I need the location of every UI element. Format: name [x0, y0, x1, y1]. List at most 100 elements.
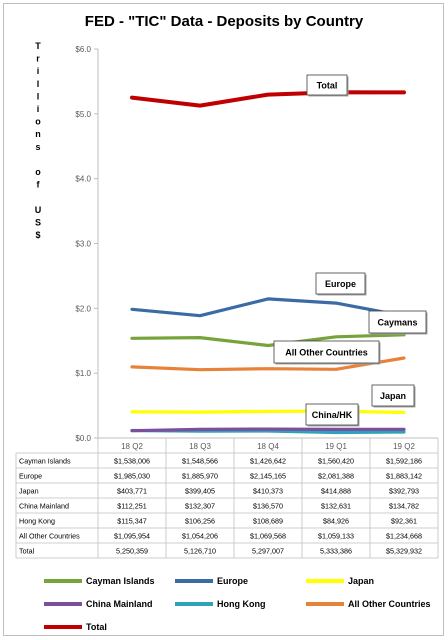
table-row-label: Hong Kong — [19, 517, 55, 526]
table-cell: $1,883,142 — [386, 472, 422, 481]
series-line-cayman-islands — [130, 333, 406, 348]
table-cell: $136,570 — [253, 502, 283, 511]
y-tick-label: $3.0 — [75, 240, 91, 249]
y-tick-label: $6.0 — [75, 45, 91, 54]
y-axis-label-char: $ — [35, 230, 40, 240]
table-cell: $1,095,954 — [114, 532, 150, 541]
table-cell: 5,126,710 — [184, 547, 216, 556]
callout-all-other-countries: All Other Countries — [273, 340, 381, 365]
series-line-japan — [130, 409, 406, 415]
callout-box — [306, 74, 348, 96]
table-cell: $1,985,030 — [114, 472, 150, 481]
table-cell: $1,426,642 — [250, 457, 286, 466]
series-line-europe — [130, 297, 406, 318]
table-cell: $1,069,568 — [250, 532, 286, 541]
callout-label: Caymans — [377, 318, 417, 328]
y-axis-label-char: r — [36, 54, 40, 64]
line-chart: FED - "TIC" Data - Deposits by Country T… — [15, 13, 439, 632]
legend-label: China Mainland — [86, 599, 153, 609]
y-axis-label-char: n — [35, 129, 41, 139]
x-tick-label: 18 Q2 — [121, 442, 143, 451]
table-cell: $5,329,932 — [386, 547, 422, 556]
legend-label: All Other Countries — [348, 599, 431, 609]
x-tick-label: 18 Q4 — [257, 442, 279, 451]
callout-label: Total — [317, 81, 338, 91]
callout-caymans: Caymans — [368, 310, 428, 335]
table-cell: $403,771 — [117, 487, 147, 496]
table-cell: $410,373 — [253, 487, 283, 496]
chart-frame: FED - "TIC" Data - Deposits by Country T… — [3, 3, 444, 636]
y-tick-label: $5.0 — [75, 110, 91, 119]
table-cell: $399,405 — [185, 487, 215, 496]
callout-total: Total — [306, 74, 349, 97]
callout-label: Japan — [380, 391, 406, 401]
table-cell: $1,234,668 — [386, 532, 422, 541]
callout-box — [368, 310, 427, 334]
y-axis-label-char: T — [35, 41, 41, 51]
table-cell: $134,782 — [389, 502, 419, 511]
y-tick-label: $2.0 — [75, 304, 91, 313]
table-cell: $1,548,566 — [182, 457, 218, 466]
table-cell: $2,145,165 — [250, 472, 286, 481]
table-cell: $108,689 — [253, 517, 283, 526]
series-line-total — [130, 90, 406, 108]
y-axis-label-char: s — [35, 142, 40, 152]
chart-title: FED - "TIC" Data - Deposits by Country — [85, 13, 364, 30]
callout-box — [371, 384, 415, 407]
callout-box — [315, 272, 366, 295]
y-tick-label: $4.0 — [75, 175, 91, 184]
y-axis-label-char: i — [37, 66, 40, 76]
legend-item-japan: Japan — [306, 576, 374, 586]
x-tick-label: 19 Q1 — [325, 442, 347, 451]
x-tick-label: 19 Q2 — [393, 442, 415, 451]
table-cell: $132,307 — [185, 502, 215, 511]
legend-label: Cayman Islands — [86, 576, 155, 586]
y-axis: $0.0 $1.0 $2.0 $3.0 $4.0 $5.0 $6.0 — [75, 45, 99, 443]
legend-item-europe: Europe — [175, 576, 248, 586]
table-cell: $1,059,133 — [318, 532, 354, 541]
legend: Cayman Islands Europe Japan China Mainland H… — [44, 576, 431, 632]
table-cell: 5,297,007 — [252, 547, 284, 556]
legend-item-all-other-countries: All Other Countries — [306, 599, 431, 609]
callout-japan: Japan — [371, 384, 416, 408]
y-axis-label-char: U — [35, 205, 42, 215]
legend-label: Total — [86, 622, 107, 632]
y-tick-label: $0.0 — [75, 434, 91, 443]
y-axis-label-char: i — [37, 104, 40, 114]
series-callouts: Caymans Europe Japan China/HK All Other Coun… — [273, 74, 428, 427]
table-cell: $1,885,970 — [182, 472, 218, 481]
series-line-all-other-countries — [130, 356, 406, 372]
table-cell: $112,251 — [117, 502, 146, 511]
legend-item-cayman-islands: Cayman Islands — [44, 576, 155, 586]
table-row-label: Europe — [19, 472, 42, 481]
table-cell: $115,347 — [117, 517, 146, 526]
legend-item-hong-kong: Hong Kong — [175, 599, 266, 609]
series-line-china-mainland — [130, 427, 406, 433]
legend-label: Europe — [217, 576, 248, 586]
callout-box — [305, 403, 359, 426]
table-cell: $1,560,420 — [318, 457, 354, 466]
table-row-label: Japan — [19, 487, 39, 496]
legend-item-china-mainland: China Mainland — [44, 599, 153, 609]
table-cell: $2,081,388 — [318, 472, 354, 481]
table-cell: $84,926 — [323, 517, 349, 526]
callout-label: China/HK — [312, 410, 353, 420]
y-tick-label: $1.0 — [75, 369, 91, 378]
legend-label: Japan — [348, 576, 374, 586]
series-lines — [130, 90, 406, 435]
table-cell: $1,538,006 — [114, 457, 150, 466]
y-axis-label-char: o — [35, 167, 41, 177]
table-cell: $92,361 — [391, 517, 417, 526]
table-cell: $414,888 — [321, 487, 351, 496]
callout-china-hk: China/HK — [305, 403, 360, 427]
y-axis-label-char: l — [37, 91, 40, 101]
table-row-label: All Other Countries — [19, 532, 80, 541]
table-cell: 5,333,386 — [320, 547, 352, 556]
y-axis-label-char: l — [37, 79, 40, 89]
table-cell: $1,054,206 — [182, 532, 218, 541]
y-axis-label-char: f — [37, 180, 41, 190]
y-axis-label-char: S — [35, 217, 41, 227]
table-row-label: Cayman Islands — [19, 457, 71, 466]
legend-label: Hong Kong — [217, 599, 266, 609]
